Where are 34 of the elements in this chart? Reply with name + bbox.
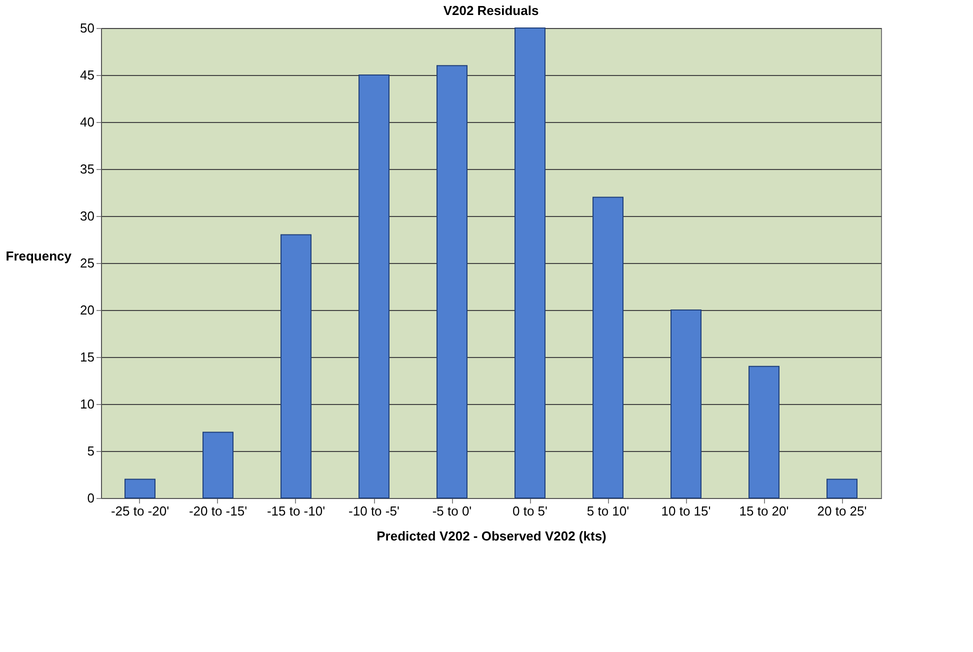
bar — [670, 310, 702, 498]
y-tick-label: 15 — [80, 350, 94, 364]
x-tick-label: -20 to -15' — [188, 504, 248, 518]
chart-title: V202 Residuals — [443, 3, 539, 18]
bar — [514, 28, 546, 498]
x-tick-label: 20 to 25' — [817, 504, 867, 518]
y-tick-label: 30 — [80, 208, 94, 224]
y-tick-label: 5 — [87, 444, 94, 458]
y-tick-label: 0 — [87, 490, 94, 506]
x-tick-label: -15 to -10' — [266, 504, 326, 518]
x-tick-label: -25 to -20' — [110, 504, 170, 518]
x-tick-label: -5 to 0' — [432, 504, 472, 518]
x-tick-label: 0 to 5' — [512, 504, 548, 518]
y-tick-label: 45 — [80, 68, 94, 82]
bar — [592, 196, 624, 498]
bar — [826, 478, 858, 498]
y-tick-label: 40 — [80, 114, 94, 130]
y-tick-label: 10 — [80, 396, 94, 412]
x-tick-label: 15 to 20' — [739, 504, 789, 518]
y-tick-label: 20 — [80, 302, 94, 318]
bar — [124, 478, 156, 498]
bar — [202, 432, 234, 498]
x-tick-label: 5 to 10' — [586, 504, 630, 518]
x-axis-title: Predicted V202 - Observed V202 (kts) — [376, 528, 606, 544]
bar — [748, 366, 780, 498]
y-axis-title: Frequency — [6, 248, 72, 264]
y-tick-label: 35 — [80, 162, 94, 176]
y-tick-label: 50 — [80, 20, 94, 36]
y-tick-label: 25 — [80, 256, 94, 270]
bar — [358, 74, 390, 498]
x-tick-label: 10 to 15' — [661, 504, 711, 518]
bar — [436, 65, 468, 498]
bar — [280, 234, 312, 498]
x-tick-label: -10 to -5' — [348, 504, 400, 518]
